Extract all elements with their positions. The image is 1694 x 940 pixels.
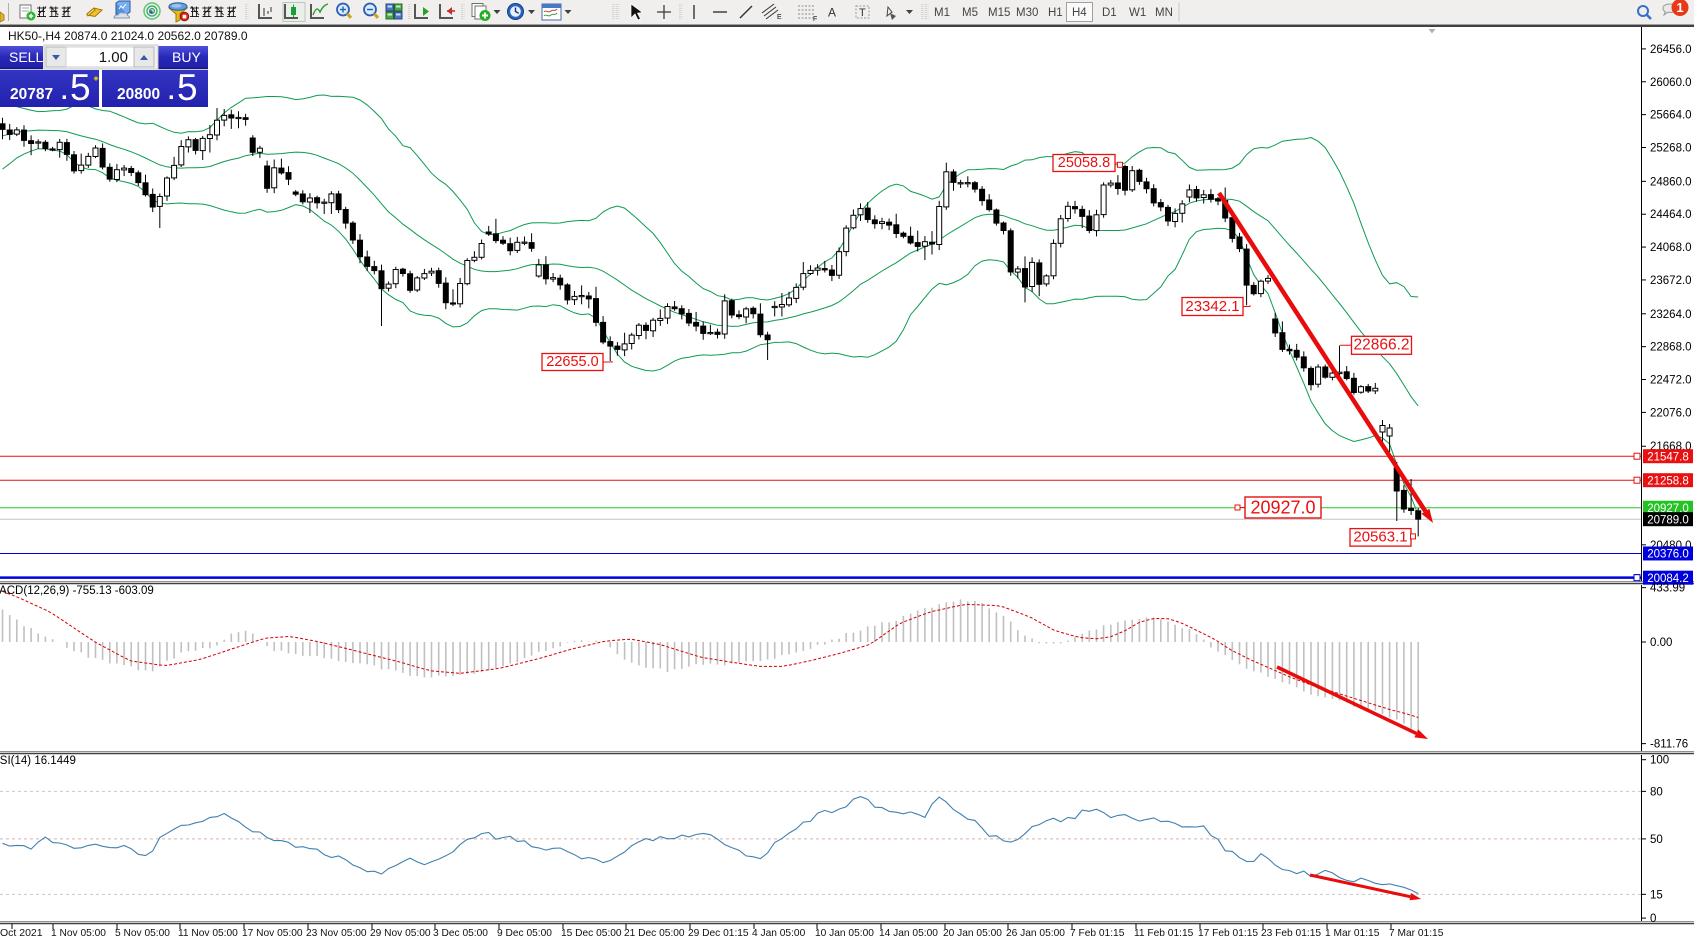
svg-text:1: 1: [1676, 0, 1683, 15]
svg-text:3 Dec 05:00: 3 Dec 05:00: [433, 928, 488, 939]
svg-text:20084.2: 20084.2: [1647, 573, 1689, 585]
svg-text:14 Jan 05:00: 14 Jan 05:00: [879, 928, 938, 939]
svg-text:21258.8: 21258.8: [1647, 475, 1689, 487]
svg-text:20789.0: 20789.0: [1647, 514, 1689, 526]
svg-text:M5: M5: [962, 7, 978, 19]
svg-text:0.00: 0.00: [1650, 637, 1672, 649]
svg-text:5: 5: [177, 67, 198, 108]
svg-text:11 Feb 01:15: 11 Feb 01:15: [1134, 928, 1194, 939]
svg-text:20376.0: 20376.0: [1647, 549, 1689, 561]
svg-text:21547.8: 21547.8: [1647, 451, 1689, 463]
svg-text:21 Dec 05:00: 21 Dec 05:00: [624, 928, 685, 939]
svg-text:H1: H1: [1048, 7, 1063, 19]
svg-text:20563.1: 20563.1: [1353, 529, 1407, 546]
svg-text:26456.0: 26456.0: [1650, 44, 1692, 56]
svg-text:M15: M15: [988, 7, 1010, 19]
svg-text:23264.0: 23264.0: [1650, 309, 1692, 321]
svg-text:BUY: BUY: [172, 49, 201, 65]
svg-text:1.00: 1.00: [99, 49, 128, 66]
svg-text:23342.1: 23342.1: [1185, 298, 1239, 315]
svg-text:T: T: [859, 7, 866, 19]
svg-text:25664.0: 25664.0: [1650, 110, 1692, 122]
svg-text:22868.0: 22868.0: [1650, 342, 1692, 354]
svg-text:22076.0: 22076.0: [1650, 407, 1692, 419]
svg-text:5 Nov 05:00: 5 Nov 05:00: [115, 928, 170, 939]
svg-text:23672.0: 23672.0: [1650, 275, 1692, 287]
svg-text:100: 100: [1650, 755, 1669, 767]
svg-text:22655.0: 22655.0: [546, 354, 598, 370]
svg-text:MN: MN: [1155, 7, 1173, 19]
svg-text:24464.0: 24464.0: [1650, 209, 1692, 221]
svg-text:20800: 20800: [117, 86, 160, 103]
svg-text:24860.0: 24860.0: [1650, 176, 1692, 188]
svg-text:29 Dec 01:15: 29 Dec 01:15: [688, 928, 749, 939]
svg-text:20787: 20787: [10, 86, 53, 103]
svg-text:17 Nov 05:00: 17 Nov 05:00: [242, 928, 303, 939]
svg-text:.: .: [61, 78, 68, 105]
svg-text:0: 0: [1650, 913, 1656, 925]
svg-text:15 Dec 05:00: 15 Dec 05:00: [561, 928, 622, 939]
svg-text:22866.2: 22866.2: [1353, 337, 1409, 354]
svg-text:26060.0: 26060.0: [1650, 77, 1692, 89]
svg-text:23 Feb 01:15: 23 Feb 01:15: [1261, 928, 1321, 939]
svg-text:10 Jan 05:00: 10 Jan 05:00: [815, 928, 874, 939]
svg-text:25268.0: 25268.0: [1650, 142, 1692, 154]
svg-text:7 Mar 01:15: 7 Mar 01:15: [1389, 928, 1444, 939]
svg-text:E: E: [777, 14, 782, 21]
svg-text:F: F: [813, 16, 817, 23]
svg-text:M30: M30: [1016, 7, 1038, 19]
svg-text:HK50-,H4 20874.0 21024.0 2056: HK50-,H4 20874.0 21024.0 20562.0 20789.0: [8, 29, 248, 43]
svg-text:50: 50: [1650, 834, 1663, 846]
svg-text:26 Jan 05:00: 26 Jan 05:00: [1006, 928, 1065, 939]
svg-text:9 Dec 05:00: 9 Dec 05:00: [497, 928, 552, 939]
svg-text:SELL: SELL: [9, 49, 43, 65]
svg-text:RSI(14) 16.1449: RSI(14) 16.1449: [0, 755, 76, 767]
svg-text:29 Nov 05:00: 29 Nov 05:00: [370, 928, 431, 939]
svg-text:20927.0: 20927.0: [1647, 503, 1689, 515]
svg-text:22472.0: 22472.0: [1650, 375, 1692, 387]
svg-text:1 Mar 01:15: 1 Mar 01:15: [1325, 928, 1380, 939]
svg-text:W1: W1: [1129, 7, 1146, 19]
svg-text:20927.0: 20927.0: [1250, 498, 1315, 518]
svg-text:A: A: [828, 6, 836, 20]
svg-text:1 Nov 05:00: 1 Nov 05:00: [51, 928, 106, 939]
svg-text:433.99: 433.99: [1650, 583, 1685, 595]
svg-text:D1: D1: [1102, 7, 1117, 19]
svg-text:M1: M1: [934, 7, 950, 19]
svg-text:25058.8: 25058.8: [1058, 155, 1110, 171]
svg-text:11 Nov 05:00: 11 Nov 05:00: [178, 928, 238, 939]
svg-text:MACD(12,26,9) -755.13 -603.09: MACD(12,26,9) -755.13 -603.09: [0, 585, 154, 597]
svg-text:4 Jan 05:00: 4 Jan 05:00: [752, 928, 806, 939]
svg-text:H4: H4: [1072, 7, 1087, 19]
svg-text:20 Jan 05:00: 20 Jan 05:00: [943, 928, 1002, 939]
svg-text:.: .: [168, 78, 175, 105]
svg-text:23 Nov 05:00: 23 Nov 05:00: [306, 928, 367, 939]
svg-text:17 Feb 01:15: 17 Feb 01:15: [1198, 928, 1258, 939]
svg-text:7 Feb 01:15: 7 Feb 01:15: [1070, 928, 1125, 939]
svg-text:24068.0: 24068.0: [1650, 242, 1692, 254]
svg-text:80: 80: [1650, 786, 1663, 798]
svg-text:5: 5: [70, 67, 91, 108]
svg-text:15: 15: [1650, 889, 1663, 901]
svg-text:Oct 2021: Oct 2021: [0, 927, 43, 939]
svg-text:-811.76: -811.76: [1650, 739, 1688, 751]
